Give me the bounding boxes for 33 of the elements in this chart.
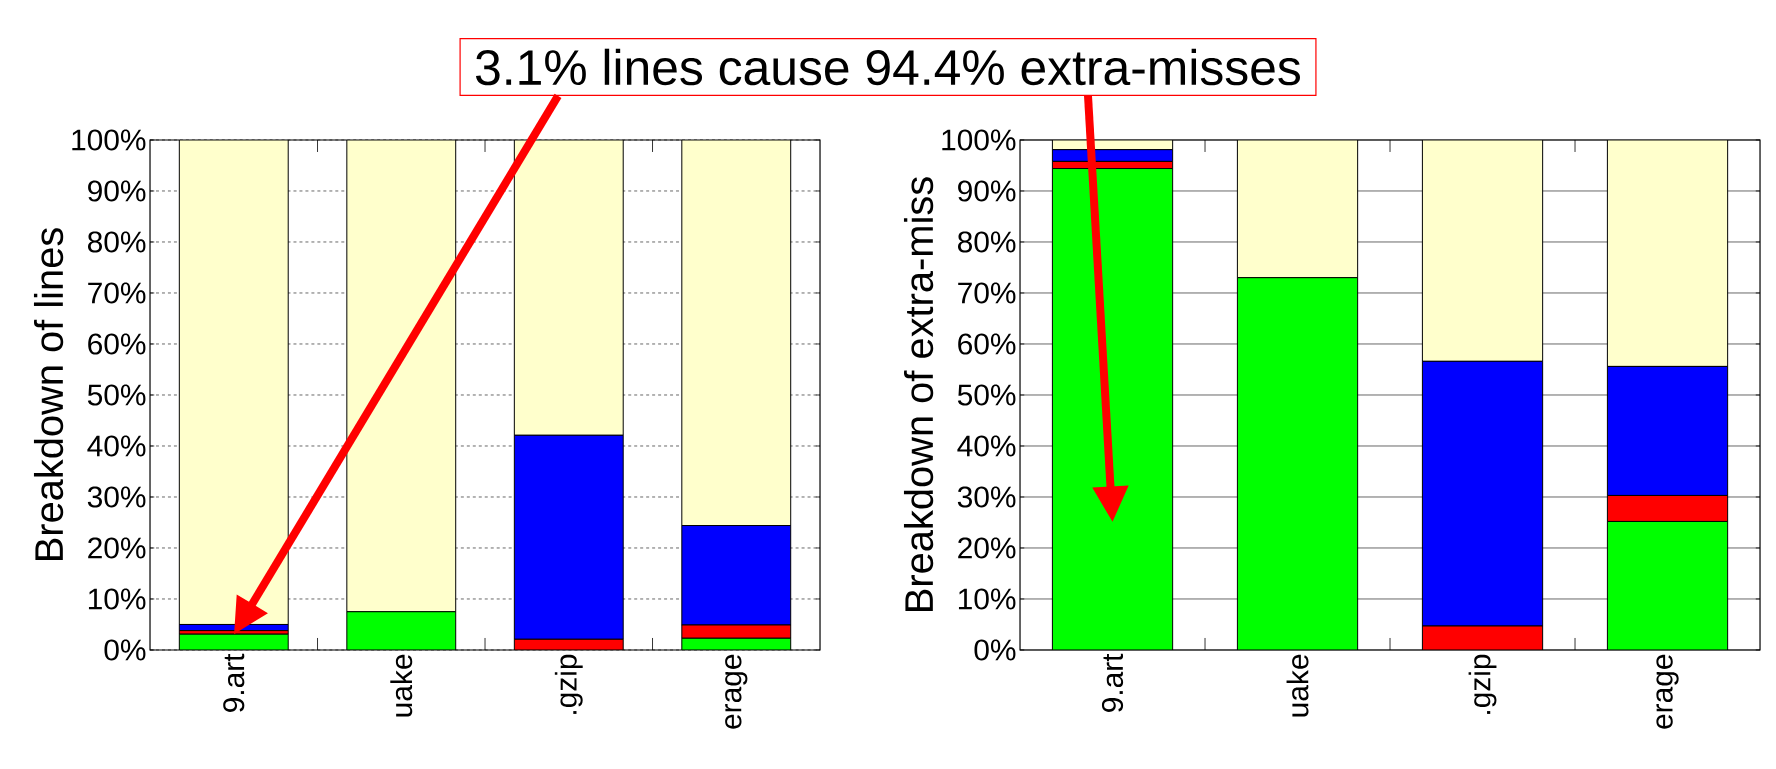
y-tick-label: 0% xyxy=(974,639,1016,661)
y-tick-label: 0% xyxy=(104,639,146,661)
y-tick-label: 40% xyxy=(957,435,1016,457)
y-tick-label: 80% xyxy=(87,231,146,253)
y-tick-label: 100% xyxy=(942,129,1016,151)
y-tick-label: 100% xyxy=(72,129,146,151)
y-tick-label: 30% xyxy=(87,486,146,508)
y-axis-title: Breakdown of lines xyxy=(33,228,64,561)
x-tick-label: .gzip xyxy=(554,654,583,714)
y-tick-label: 80% xyxy=(957,231,1016,253)
y-tick-label: 60% xyxy=(958,333,1016,355)
y-tick-label: 50% xyxy=(957,384,1016,406)
y-tick-label: 70% xyxy=(88,282,146,304)
y-tick-label: 20% xyxy=(88,537,146,559)
text: 3.1% lines cause 94.4% extra-misses xyxy=(475,48,1300,86)
x-tick-label: erage xyxy=(725,654,748,729)
y-tick-label: 20% xyxy=(958,537,1016,559)
y-tick-label: 70% xyxy=(958,282,1016,304)
x-tick-label: erage xyxy=(1656,654,1679,729)
x-tick-label: uake xyxy=(1286,654,1309,717)
y-tick-label: 40% xyxy=(87,435,146,457)
x-tick-label: 9.art xyxy=(223,653,245,712)
x-tick-label: uake xyxy=(390,654,413,717)
y-tick-label: 90% xyxy=(88,180,146,202)
y-tick-label: 10% xyxy=(958,588,1016,610)
x-tick-label: .gzip xyxy=(1468,654,1497,714)
y-tick-label: 30% xyxy=(957,486,1016,508)
y-tick-label: 90% xyxy=(958,180,1016,202)
x-tick-label: 9.art xyxy=(1101,653,1124,712)
y-tick-label: 60% xyxy=(88,333,146,355)
y-tick-label: 10% xyxy=(88,588,146,610)
y-axis-title: Breakdown of extra-miss xyxy=(903,177,934,611)
y-tick-label: 50% xyxy=(87,384,146,406)
